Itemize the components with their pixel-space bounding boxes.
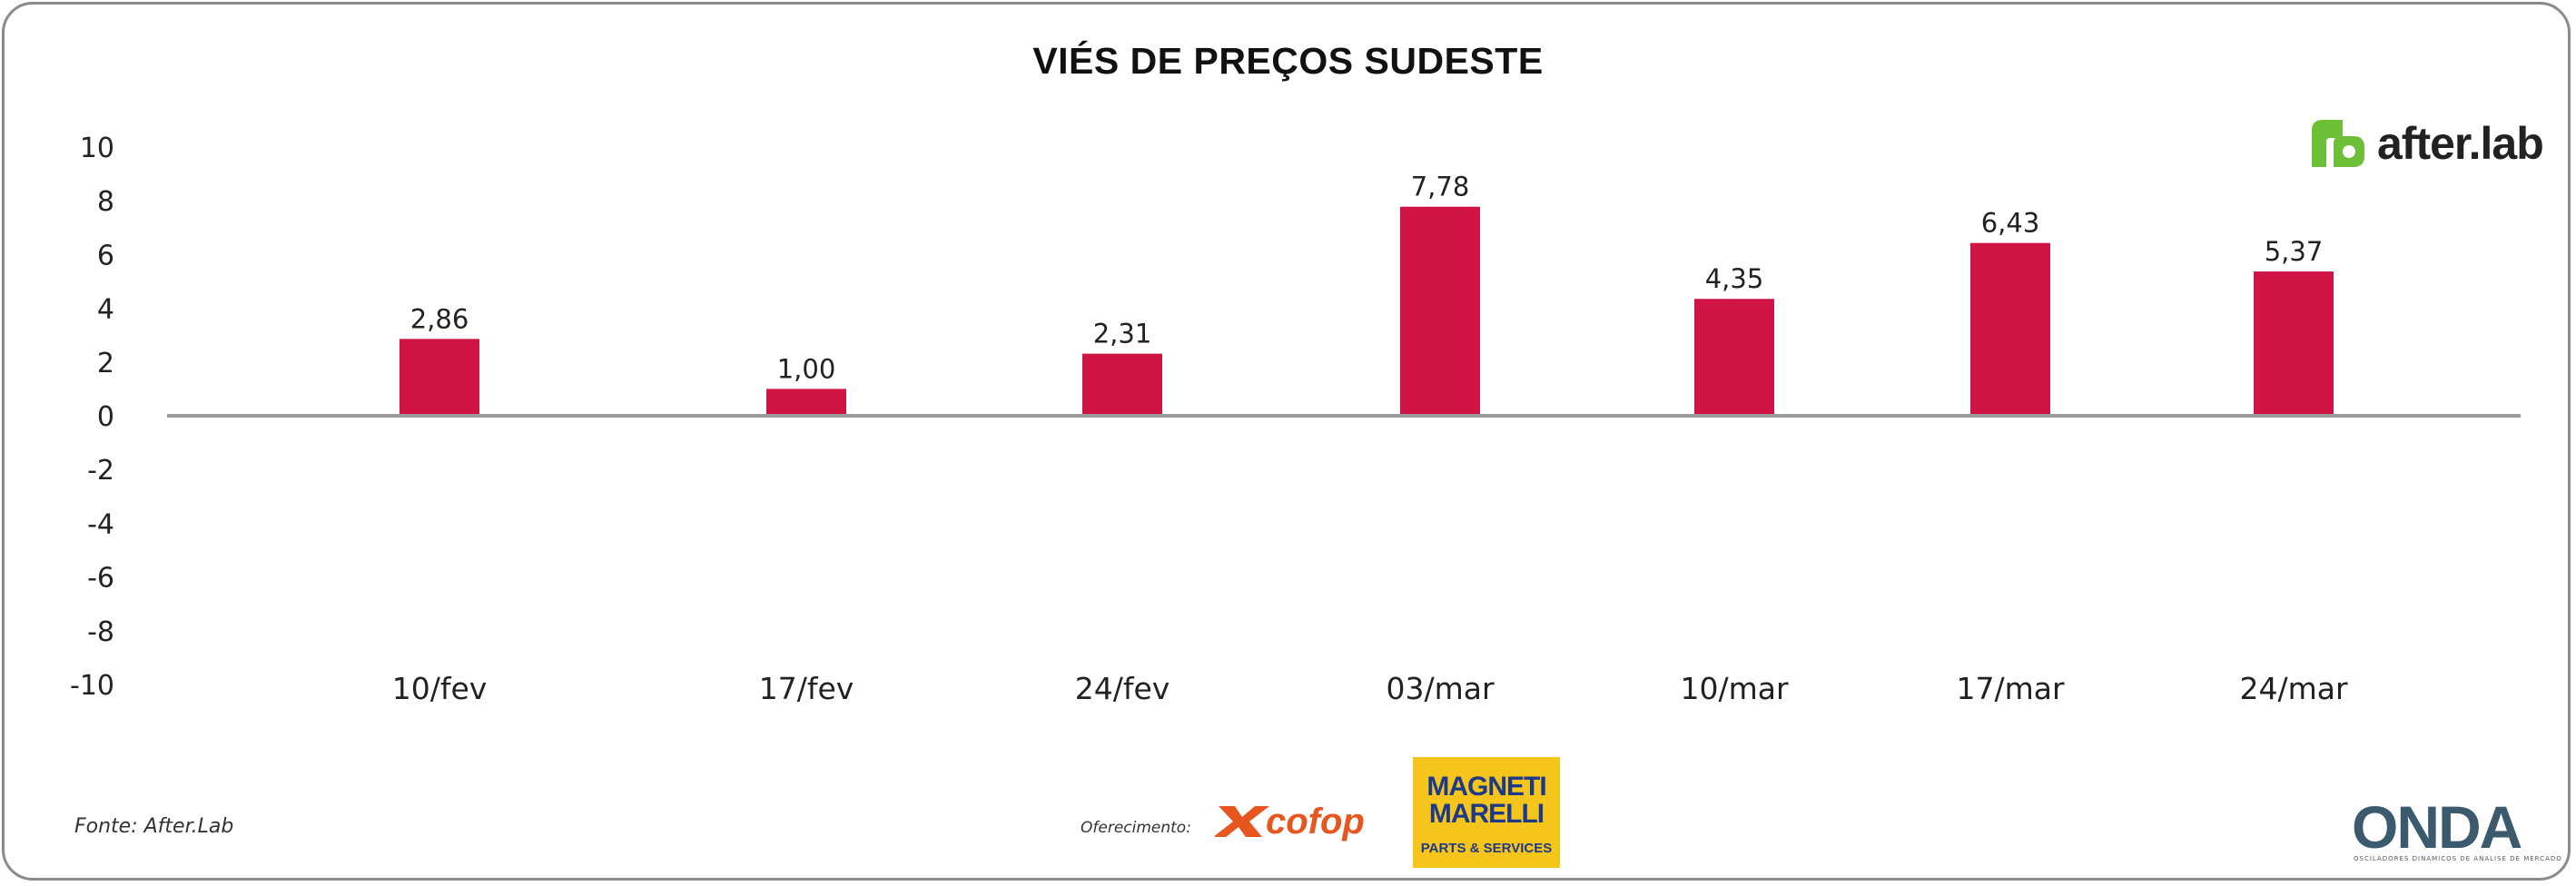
bar bbox=[1082, 353, 1162, 416]
y-tick-label: -6 bbox=[87, 563, 114, 595]
data-label: 2,86 bbox=[410, 303, 469, 334]
data-label: 4,35 bbox=[1705, 263, 1764, 294]
bar bbox=[400, 339, 479, 416]
after-lab-mark-icon bbox=[2312, 120, 2364, 167]
y-axis: 10 8 6 4 2 0 -2 -4 -6 -8 -10 bbox=[70, 133, 114, 702]
y-tick-label: 10 bbox=[80, 133, 114, 164]
onda-subtitle: OSCILADORES DINAMICOS DE ANALISE DE MERC… bbox=[2354, 855, 2562, 862]
bar bbox=[1970, 242, 2050, 416]
magneti-marelli-logo: MAGNETI MARELLI PARTS & SERVICES bbox=[1413, 757, 1560, 868]
y-tick-label: 6 bbox=[97, 240, 114, 271]
x-tick-label: 10/mar bbox=[1680, 671, 1788, 706]
y-tick-label: 0 bbox=[97, 401, 114, 433]
magneti-line1: MAGNETI bbox=[1426, 772, 1546, 802]
bar bbox=[1400, 206, 1480, 416]
bars-group bbox=[400, 206, 2334, 416]
data-label: 2,31 bbox=[1093, 319, 1152, 349]
bar bbox=[766, 389, 846, 416]
x-tick-label: 17/mar bbox=[1956, 671, 2064, 706]
source-note: Fonte: After.Lab bbox=[74, 815, 234, 838]
x-tick-label: 24/fev bbox=[1075, 671, 1170, 706]
x-tick-label: 10/fev bbox=[392, 671, 488, 706]
y-tick-label: 2 bbox=[97, 348, 114, 379]
data-labels-group: 2,86 1,00 2,31 7,78 4,35 6,43 5,37 bbox=[410, 172, 2324, 385]
onda-wordmark: ONDA bbox=[2352, 793, 2522, 861]
y-tick-label: -8 bbox=[87, 616, 114, 648]
bar bbox=[1694, 299, 1774, 416]
data-label: 6,43 bbox=[1981, 208, 2040, 239]
y-tick-label: -10 bbox=[70, 670, 114, 702]
x-axis: 10/fev 17/fev 24/fev 03/mar 10/mar 17/mar 24/m… bbox=[392, 671, 2348, 706]
onda-logo: ONDA OSCILADORES DINAMICOS DE ANALISE DE… bbox=[2352, 793, 2561, 870]
data-label: 5,37 bbox=[2265, 236, 2324, 267]
after-lab-wordmark: after.lab bbox=[2377, 118, 2544, 169]
chart-title: VIÉS DE PREÇOS SUDESTE bbox=[1032, 40, 1544, 82]
x-tick-label: 03/mar bbox=[1386, 671, 1494, 706]
data-label: 7,78 bbox=[1411, 172, 1470, 202]
magneti-wordmark: MAGNETI MARELLI bbox=[1413, 773, 1560, 828]
magneti-subtitle: PARTS & SERVICES bbox=[1420, 841, 1553, 856]
bar bbox=[2254, 271, 2334, 416]
cofop-logo: cofop bbox=[1215, 802, 1365, 842]
x-tick-label: 24/mar bbox=[2239, 671, 2347, 706]
y-tick-label: 8 bbox=[97, 186, 114, 218]
y-tick-label: -4 bbox=[87, 508, 114, 540]
x-tick-label: 17/fev bbox=[759, 671, 854, 706]
sponsor-label: Oferecimento: bbox=[1081, 819, 1191, 837]
magneti-line2: MARELLI bbox=[1428, 799, 1545, 829]
after-lab-logo: after.lab bbox=[2306, 116, 2561, 171]
data-label: 1,00 bbox=[777, 353, 836, 384]
y-tick-label: -2 bbox=[87, 455, 114, 487]
cofop-wordmark: cofop bbox=[1266, 802, 1365, 842]
y-tick-label: 4 bbox=[97, 294, 114, 326]
